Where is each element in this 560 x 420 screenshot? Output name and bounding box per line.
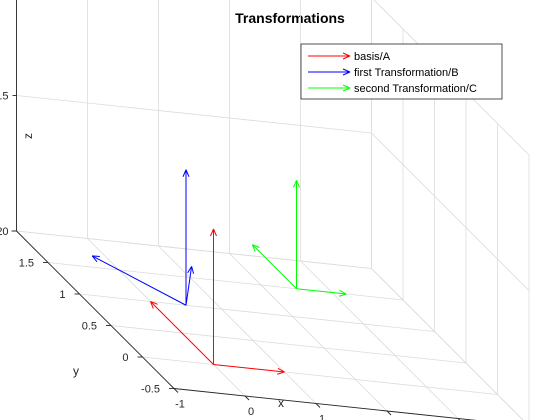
vector-arrow-series0-0: [213, 364, 285, 375]
grid-line-side-z: [371, 268, 524, 420]
vector-arrow-series2-2-head-left: [296, 180, 300, 188]
legend-marker-0-head-right: [342, 52, 351, 57]
vector-arrow-series2-1-head-right: [251, 244, 256, 252]
legend-marker-2-head-right: [342, 84, 351, 89]
vector-arrow-series1-2: [182, 169, 190, 306]
legend-marker-1-head-left: [342, 71, 351, 76]
vector-arrow-series1-0-shaft: [185, 266, 193, 306]
vector-arrow-series0-1-head-right: [150, 301, 154, 309]
grid-line-side-z: [371, 132, 530, 291]
vector-arrow-series0-1: [150, 301, 214, 365]
vector-arrow-series1-1-head-left: [92, 255, 100, 258]
legend-marker-0-head-left: [342, 55, 351, 60]
x-tick-mark: [173, 388, 179, 393]
grid-line-floor-y: [142, 356, 498, 395]
vector-layer: [91, 169, 347, 375]
x-tick-label: 0: [248, 406, 254, 418]
vector-arrow-series0-1-head-left: [150, 301, 158, 305]
z-axis-label: z: [21, 133, 35, 139]
legend-marker-1-head-right: [342, 68, 351, 73]
vector-arrow-series1-0: [185, 266, 195, 306]
grid-line-floor-x: [158, 245, 317, 404]
vector-arrow-series0-0-shaft: [213, 364, 285, 373]
legend: basis/A first Transformation/B second Tran…: [300, 43, 503, 100]
vector-arrow-series2-0-head-right: [339, 289, 347, 295]
vector-arrow-series2-1: [251, 244, 297, 290]
grid-line-floor-y: [79, 293, 435, 332]
y-tick-label: -0.5: [141, 384, 160, 396]
vector-arrow-series1-2-head-left: [185, 169, 190, 177]
grid-layer: [16, 0, 530, 420]
x-tick-mark: [315, 403, 321, 408]
vector-arrow-series2-2: [293, 180, 300, 289]
grid-line-floor-x: [229, 253, 388, 412]
vector-arrow-series2-1-shaft: [252, 244, 297, 290]
vector-arrow-series0-0-head-left: [277, 371, 285, 375]
grid-line-floor-x: [300, 260, 459, 419]
y-axis-line: [16, 230, 175, 389]
chart-title: Transformations: [235, 10, 345, 26]
vector-arrow-series1-1: [91, 255, 187, 306]
x-tick-mark: [386, 410, 392, 416]
vector-arrow-series2-0-head-left: [338, 293, 347, 297]
x-tick-mark: [457, 418, 461, 420]
x-axis-label: x: [278, 396, 284, 410]
vector-arrow-series0-0-head-right: [277, 367, 285, 373]
vector-arrow-series1-0-head-left: [191, 266, 195, 274]
vector-arrow-series2-1-head-left: [252, 244, 260, 248]
y-axis-label: y: [73, 364, 79, 378]
legend-label-2: second Transformation/C: [354, 83, 477, 95]
vector-arrow-series1-1-shaft: [91, 255, 187, 306]
z-tick-label: 0: [2, 226, 8, 238]
y-tick-label: 0: [122, 352, 128, 364]
vector-arrow-series1-1-head-right: [91, 255, 98, 263]
vector-arrow-series0-2: [210, 228, 217, 365]
grid-line-back-z: [16, 95, 372, 134]
vector-arrow-series2-0-shaft: [296, 288, 347, 295]
x-tick-label: 1: [319, 414, 325, 420]
legend-marker-0: [308, 52, 351, 60]
x-tick-label: -1: [175, 399, 185, 411]
legend-marker-1: [308, 68, 351, 76]
vector-arrow-series0-2-head-right: [210, 228, 214, 237]
vector-arrow-series2-2-head-right: [293, 180, 297, 188]
y-tick-label: 1.5: [19, 258, 34, 270]
tick-labels: -101234-0.500.511.5200.51: [0, 91, 461, 420]
y-tick-label: 2: [0, 226, 3, 238]
grid-line-floor-y: [110, 325, 467, 364]
vector-arrow-series2-0: [296, 288, 347, 297]
legend-marker-2: [308, 84, 351, 92]
vector-arrow-series0-1-shaft: [150, 301, 214, 365]
legend-label-1: first Transformation/B: [354, 67, 459, 79]
y-tick-label: 0.5: [82, 321, 97, 333]
grid-line-back-z: [16, 230, 372, 269]
legend-label-0: basis/A: [354, 51, 391, 63]
legend-marker-2-head-left: [342, 87, 351, 92]
vector-arrow-series1-0-head-right: [187, 266, 193, 274]
z-tick-label: 0.5: [0, 91, 9, 103]
vector-arrow-series0-2-head-left: [213, 228, 217, 237]
y-tick-label: 1: [59, 289, 65, 301]
x-tick-mark: [244, 395, 250, 401]
vector-arrow-series1-2-head-right: [182, 169, 187, 177]
